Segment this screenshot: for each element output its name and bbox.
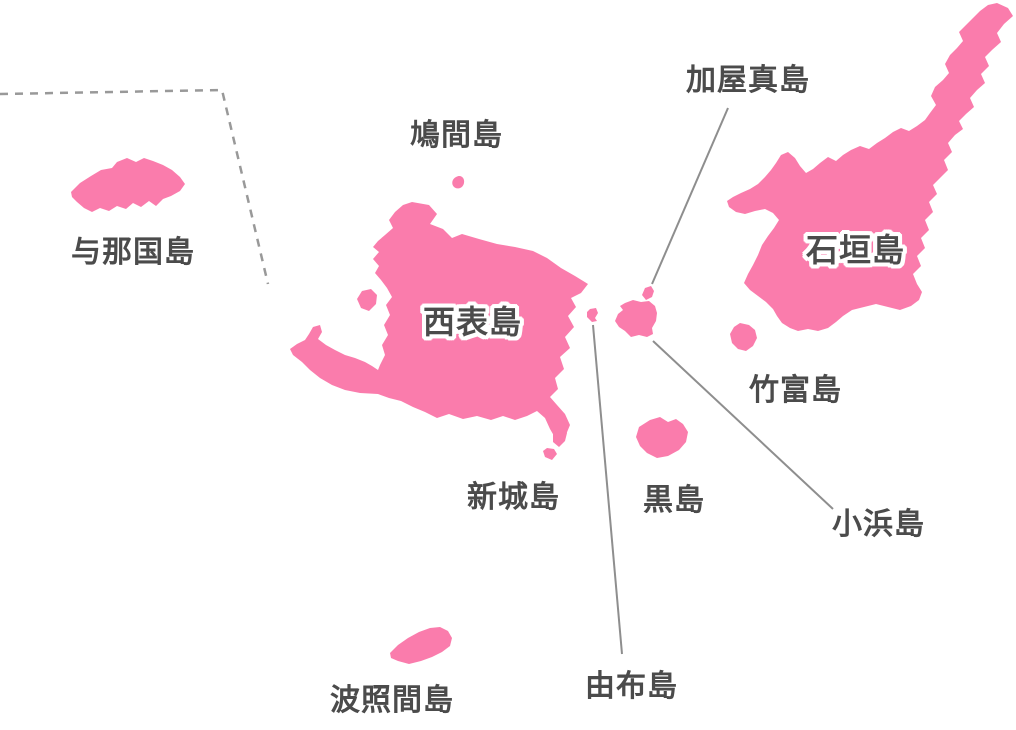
leader-line-kohama [652, 340, 834, 510]
island-label-taketomi: 竹富島 [749, 373, 842, 408]
island-yufu [587, 308, 598, 322]
island-label-iriomote: 西表島 [423, 303, 523, 341]
island-label-kuroshima: 黒島 [643, 483, 705, 518]
island-taketomi [730, 323, 757, 351]
island-yonaguni [71, 158, 185, 212]
island-hateruma [390, 627, 452, 664]
islet-iriomote-west-bay [357, 289, 377, 311]
island-label-aragusuku: 新城島 [467, 480, 560, 515]
island-kohama [615, 300, 657, 337]
island-kayama [642, 286, 654, 300]
leader-lines-layer [592, 107, 834, 655]
island-ishigaki [727, 3, 1013, 331]
island-label-yufu: 由布島 [585, 669, 678, 704]
island-iriomote [290, 202, 588, 441]
leader-line-yufu [592, 324, 623, 655]
leader-line-kayama [651, 107, 729, 285]
island-label-yonaguni: 与那国島 [71, 235, 195, 270]
island-hatoma [452, 175, 465, 189]
island-aragusuku-upper [553, 427, 567, 447]
island-label-kayama: 加屋真島 [686, 63, 810, 98]
island-kuroshima [636, 417, 688, 458]
islands-layer [71, 3, 1013, 664]
island-aragusuku-lower [543, 448, 557, 460]
island-label-ishigaki: 石垣島 [806, 231, 906, 269]
island-label-hateruma: 波照間島 [330, 683, 454, 718]
island-label-hatoma: 鳩間島 [410, 118, 503, 153]
island-label-kohama: 小浜島 [832, 507, 925, 542]
